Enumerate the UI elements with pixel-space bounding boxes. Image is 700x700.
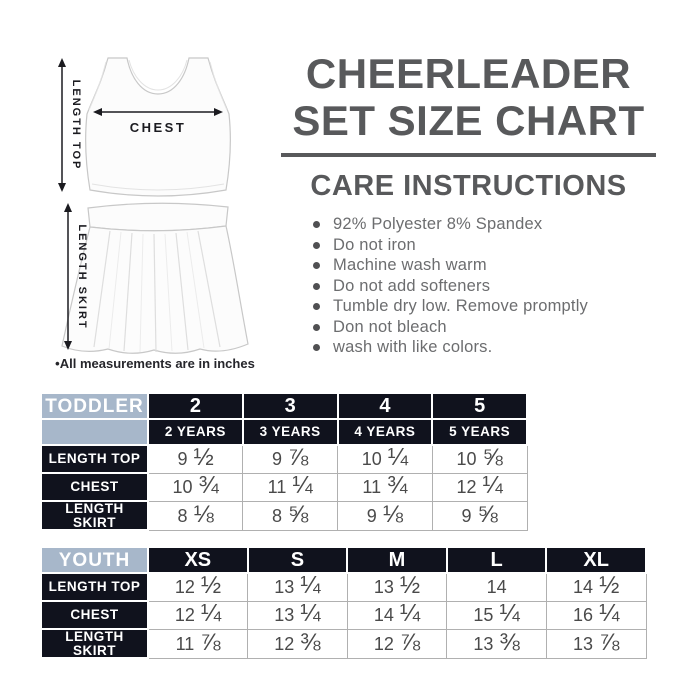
measurement-value: 12 ⅜ (247, 628, 348, 659)
measurement-label: LENGTH SKIRT (40, 500, 149, 531)
size-header: S (246, 546, 349, 574)
care-instruction-item: 92% Polyester 8% Spandex (313, 214, 656, 235)
size-header: 2 (147, 392, 244, 420)
toddler-size-table: TODDLER 2 3 4 5 2 YEARS 3 YEARS 4 YEARS 5 YEARS L… (40, 392, 528, 531)
length-skirt-label: LENGTH SKIRT (76, 224, 88, 329)
size-header: 5 (431, 392, 528, 420)
chest-label: CHEST (130, 120, 187, 135)
table-group-label: YOUTH (40, 546, 149, 574)
size-header: 4 (336, 392, 434, 420)
measurements-footnote: •All measurements are in inches (55, 356, 255, 371)
size-header: M (346, 546, 448, 574)
chest-arrow (93, 108, 223, 116)
measurement-label: LENGTH TOP (40, 444, 149, 474)
measurement-value: 13 ½ (346, 572, 448, 602)
measurement-value: 14 ¼ (346, 600, 448, 630)
measurement-value: 14 ½ (545, 572, 647, 602)
measurement-value: 13 ⅞ (545, 628, 647, 659)
measurement-value: 16 ¼ (545, 600, 647, 630)
size-subheader: 5 YEARS (431, 418, 528, 446)
measurement-label: CHEST (40, 472, 149, 502)
measurement-value: 13 ¼ (247, 600, 348, 630)
measurement-value: 13 ⅜ (446, 628, 547, 659)
care-instruction-item: Machine wash warm (313, 255, 656, 276)
measurement-value: 12 ¼ (147, 600, 249, 630)
measurement-value: 14 (446, 572, 547, 602)
size-subheader: 4 YEARS (336, 418, 434, 446)
care-instruction-item: Do not add softeners (313, 276, 656, 297)
size-header: L (445, 546, 548, 574)
measurement-value: 12 ¼ (431, 472, 528, 502)
measurement-value: 8 ⅛ (147, 500, 244, 531)
measurement-value: 9 ½ (147, 444, 244, 474)
skirt-graphic (61, 202, 249, 354)
youth-size-table: YOUTH XS S M L XL LENGTH TOP 12 ½ 13 ¼ 13 ½ 14 14 ½… (40, 546, 647, 659)
measurement-value: 9 ⅛ (337, 500, 433, 531)
measurement-value: 12 ½ (147, 572, 249, 602)
measurement-value: 11 ⅞ (147, 628, 249, 659)
measurement-value: 10 ⅝ (431, 444, 528, 474)
page-title-line2: SET SIZE CHART (292, 97, 645, 144)
empty-header-cell (40, 418, 149, 446)
measurement-value: 9 ⅞ (242, 444, 338, 474)
measurement-value: 10 ¾ (147, 472, 244, 502)
measurement-value: 8 ⅝ (242, 500, 338, 531)
care-instructions-heading: CARE INSTRUCTIONS (310, 170, 627, 202)
title-divider (281, 153, 656, 157)
length-skirt-arrow (64, 203, 72, 350)
size-subheader: 3 YEARS (241, 418, 339, 446)
care-instruction-item: Do not iron (313, 235, 656, 256)
page-title-line1: CHEERLEADER (305, 50, 632, 97)
measurement-value: 13 ¼ (247, 572, 348, 602)
care-instruction-item: Tumble dry low. Remove promptly (313, 296, 656, 317)
measurement-label: LENGTH SKIRT (40, 628, 149, 659)
size-header: XS (147, 546, 249, 574)
size-header: 3 (241, 392, 339, 420)
care-instruction-item: wash with like colors. (313, 337, 656, 358)
measurement-value: 12 ⅞ (346, 628, 448, 659)
measurement-label: CHEST (40, 600, 149, 630)
table-group-label: TODDLER (40, 392, 149, 420)
measurement-label: LENGTH TOP (40, 572, 149, 602)
header-block: CHEERLEADER SET SIZE CHART CARE INSTRUCT… (281, 50, 656, 358)
length-top-arrow (58, 58, 66, 192)
care-instructions-list: 92% Polyester 8% Spandex Do not iron Machi… (281, 214, 656, 358)
garment-diagram: LENGTH TOP CHEST (58, 57, 249, 354)
measurement-value: 11 ¾ (337, 472, 433, 502)
measurement-value: 15 ¼ (446, 600, 547, 630)
measurement-value: 9 ⅝ (431, 500, 528, 531)
size-subheader: 2 YEARS (147, 418, 244, 446)
measurement-value: 10 ¼ (337, 444, 433, 474)
length-top-label: LENGTH TOP (70, 80, 82, 171)
care-instruction-item: Don not bleach (313, 317, 656, 338)
measurement-value: 11 ¼ (242, 472, 338, 502)
size-header: XL (545, 546, 647, 574)
crop-top-graphic (84, 57, 232, 197)
